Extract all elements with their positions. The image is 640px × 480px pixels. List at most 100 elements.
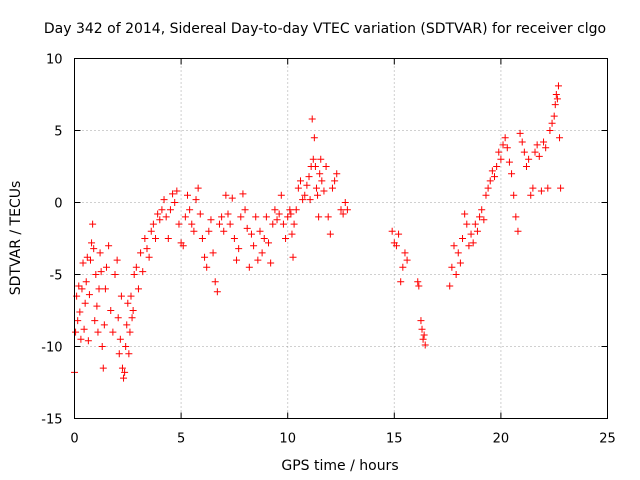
data-point xyxy=(529,184,537,192)
data-point xyxy=(186,206,194,214)
data-point xyxy=(557,184,565,192)
data-point xyxy=(228,194,236,202)
data-point xyxy=(117,292,125,300)
data-point xyxy=(100,321,108,329)
data-point xyxy=(518,138,526,146)
data-point xyxy=(322,163,330,170)
data-point xyxy=(196,210,204,218)
data-point xyxy=(420,331,428,339)
data-point xyxy=(310,134,318,142)
data-point xyxy=(209,249,217,257)
data-point xyxy=(82,278,90,286)
data-point xyxy=(476,213,484,221)
data-point xyxy=(74,317,82,325)
data-point xyxy=(331,177,339,185)
data-point xyxy=(294,184,302,192)
data-point xyxy=(419,335,427,343)
data-point xyxy=(72,328,80,336)
data-point xyxy=(154,210,162,218)
data-point xyxy=(527,191,535,199)
data-point xyxy=(343,206,351,214)
data-point xyxy=(252,213,260,221)
data-point xyxy=(83,253,91,261)
data-point xyxy=(96,249,104,257)
data-point xyxy=(101,285,109,293)
data-point xyxy=(452,271,460,278)
data-point xyxy=(128,314,136,322)
x-tick-label: 15 xyxy=(386,432,403,447)
chart-title: Day 342 of 2014, Sidereal Day-to-day VTE… xyxy=(44,21,606,37)
data-point xyxy=(465,242,473,250)
data-point xyxy=(312,184,320,192)
data-point xyxy=(512,213,520,221)
data-point xyxy=(115,350,123,358)
data-point xyxy=(326,230,334,238)
data-point xyxy=(207,216,215,224)
data-series xyxy=(71,82,565,382)
data-point xyxy=(85,291,93,299)
data-point xyxy=(230,235,238,242)
data-point xyxy=(188,220,196,228)
data-point xyxy=(279,220,287,228)
data-point xyxy=(482,191,490,199)
x-tick-label: 20 xyxy=(493,432,510,447)
data-point xyxy=(76,308,84,316)
data-point xyxy=(306,196,314,204)
data-point xyxy=(86,256,94,264)
data-point xyxy=(316,170,324,178)
data-point xyxy=(190,227,198,235)
data-point xyxy=(134,285,142,293)
data-point xyxy=(156,216,164,224)
data-point xyxy=(548,119,556,127)
data-point xyxy=(77,335,85,343)
data-point xyxy=(309,155,317,163)
data-point xyxy=(324,213,332,221)
data-point xyxy=(503,144,511,152)
x-tick-label: 0 xyxy=(70,432,78,447)
data-point xyxy=(505,158,513,166)
data-point xyxy=(98,343,106,350)
y-tick-label: -5 xyxy=(50,269,63,284)
data-point xyxy=(471,220,479,228)
data-point xyxy=(220,227,228,235)
data-point xyxy=(282,235,290,242)
data-point xyxy=(201,253,209,261)
data-point xyxy=(89,220,97,228)
data-point xyxy=(556,134,564,142)
data-point xyxy=(111,271,119,278)
data-point xyxy=(289,253,297,261)
data-point xyxy=(467,230,475,238)
data-point xyxy=(79,259,87,267)
data-point xyxy=(463,220,471,228)
data-point xyxy=(164,235,172,242)
data-point xyxy=(179,242,187,250)
data-point xyxy=(450,242,458,250)
data-point xyxy=(341,199,349,206)
data-point xyxy=(145,253,153,261)
data-point xyxy=(388,227,396,235)
data-point xyxy=(480,216,488,224)
data-point xyxy=(224,210,232,218)
data-point xyxy=(553,95,561,103)
data-point xyxy=(95,285,103,293)
data-point xyxy=(137,249,145,257)
data-point xyxy=(497,155,505,163)
data-point xyxy=(542,144,550,152)
data-point xyxy=(478,206,486,214)
data-point xyxy=(446,282,454,290)
data-point xyxy=(540,138,548,146)
data-point xyxy=(166,206,174,214)
data-point xyxy=(130,271,138,278)
data-point xyxy=(392,242,400,250)
data-point xyxy=(265,239,273,247)
data-point xyxy=(275,210,283,218)
data-point xyxy=(243,224,251,232)
data-point xyxy=(81,299,89,307)
axis-ticks: 0 5 10 15 20 25 -15 -10 -5 0 5 10 xyxy=(41,53,616,447)
y-tick-label: 0 xyxy=(54,197,62,212)
data-point xyxy=(397,278,405,286)
data-point xyxy=(99,364,107,372)
data-point xyxy=(311,163,319,170)
data-point xyxy=(550,112,558,120)
data-point xyxy=(235,245,243,253)
